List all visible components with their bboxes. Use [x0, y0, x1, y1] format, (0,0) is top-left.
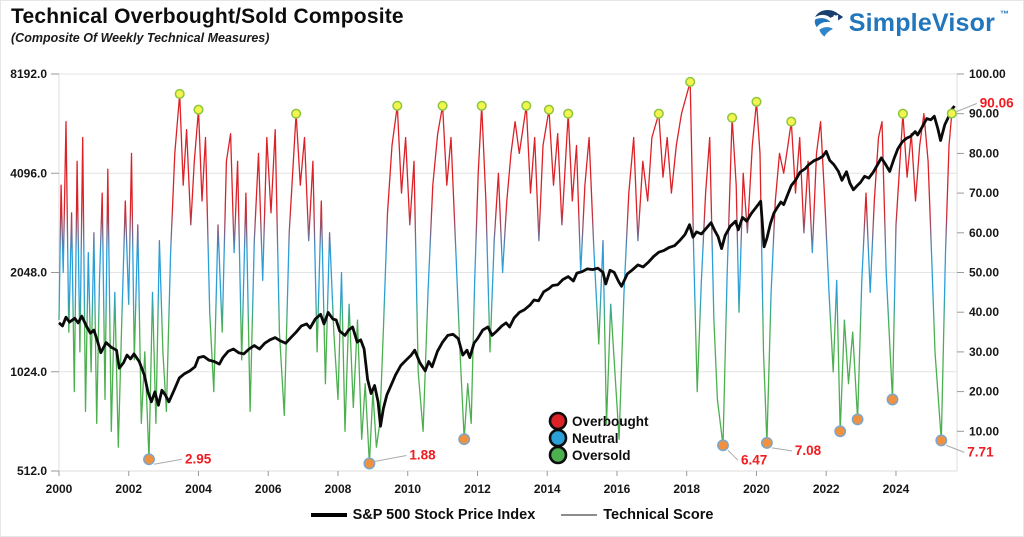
y-right-tick-label: 100.00 [969, 67, 1006, 81]
oversold-marker-dot [851, 413, 864, 426]
x-tick-label: 2014 [534, 482, 561, 496]
annotation-connector [727, 449, 739, 461]
sp500-legend-label: S&P 500 Stock Price Index [352, 507, 536, 523]
overbought-marker-dot [786, 116, 797, 127]
y-right-tick-label: 50.00 [969, 266, 999, 280]
annotation-connector [956, 103, 977, 112]
annotation-layer: 2.95 1.88 6.47 7.08 7.71 90.06 [153, 96, 1014, 467]
x-tick-label: 2008 [325, 482, 352, 496]
axis-layer: 8192.0 4096.0 2048.0 1024.0 512.0 100.00 90.00… [10, 67, 1006, 496]
y-right-tick-label: 30.00 [969, 345, 999, 359]
x-tick-label: 2020 [743, 482, 770, 496]
overbought-marker-dot [946, 108, 957, 119]
y-left-tick-label: 8192.0 [10, 67, 47, 81]
sp500-line-swatch [310, 513, 347, 517]
oversold-legend-label: Oversold [572, 448, 631, 463]
overbought-marker-dot [193, 104, 204, 115]
y-right-tick-label: 10.00 [969, 424, 999, 438]
brand-trademark: ™ [1000, 9, 1009, 19]
annotation-label: 6.47 [741, 452, 767, 467]
zone-legend: Overbought Neutral Oversold [548, 411, 649, 465]
overbought-marker-dot [653, 108, 664, 119]
annotation-connector [374, 455, 407, 462]
oversold-marker-dot [935, 434, 948, 447]
series-layer [58, 81, 956, 465]
y-right-tick-label: 40.00 [969, 305, 999, 319]
overbought-marker-dot [174, 88, 185, 99]
y-left-tick-label: 4096.0 [10, 166, 47, 180]
x-tick-label: 2010 [394, 482, 421, 496]
annotation-label: 7.08 [795, 443, 822, 458]
y-right-tick-label: 60.00 [969, 226, 999, 240]
annotation-label: 7.71 [967, 444, 994, 459]
overbought-legend-label: Overbought [572, 414, 649, 429]
grid-layer [58, 73, 958, 472]
overbought-marker-dot [521, 100, 532, 111]
overbought-marker-dot [751, 96, 762, 107]
y-left-tick-label: 2048.0 [10, 266, 47, 280]
marker-layer [143, 76, 957, 470]
x-tick-label: 2006 [255, 482, 282, 496]
annotation-connector [153, 458, 183, 465]
x-tick-label: 2018 [673, 482, 700, 496]
overbought-marker-dot [685, 76, 696, 87]
y-left-tick-label: 512.0 [17, 464, 47, 478]
overbought-marker-dot [727, 112, 738, 123]
oversold-marker-dot [834, 425, 847, 438]
annotation-connector [771, 447, 792, 452]
overbought-marker-dot [543, 104, 555, 115]
overbought-marker-dot [563, 108, 574, 119]
oversold-marker-dot [143, 453, 155, 466]
y-right-tick-label: 70.00 [969, 186, 999, 200]
overbought-marker-dot [476, 100, 487, 111]
sp500-line [58, 105, 956, 428]
overbought-marker-dot [392, 100, 403, 111]
bottom-legend: S&P 500 Stock Price Index Technical Scor… [1, 507, 1023, 523]
x-tick-label: 2022 [813, 482, 840, 496]
y-right-tick-label: 80.00 [969, 146, 999, 160]
technical-score-legend-item: Technical Score [561, 507, 713, 523]
sp500-legend-item: S&P 500 Stock Price Index [310, 507, 536, 523]
oversold-marker-dot [363, 457, 376, 470]
oversold-marker-dot [458, 433, 471, 446]
overbought-marker-dot [291, 108, 302, 119]
oversold-marker-dot [717, 439, 729, 452]
brand-name: SimpleVisor [848, 8, 995, 37]
neutral-legend-dot [548, 428, 568, 448]
x-tick-label: 2000 [46, 482, 73, 496]
technical-score-line [58, 81, 953, 465]
neutral-legend-label: Neutral [572, 431, 619, 446]
x-tick-label: 2004 [185, 482, 212, 496]
oversold-legend-dot [548, 445, 568, 465]
technical-score-line-swatch [561, 514, 598, 516]
x-tick-label: 2002 [115, 482, 142, 496]
y-right-tick-label: 90.00 [969, 107, 999, 121]
page-title: Technical Overbought/Sold Composite [11, 5, 404, 28]
oversold-marker-dot [760, 436, 773, 449]
x-tick-label: 2016 [604, 482, 631, 496]
annotation-connector [946, 444, 965, 453]
oversold-marker-dot [886, 393, 899, 406]
page-subtitle: (Composite Of Weekly Technical Measures) [11, 31, 270, 45]
x-tick-label: 2012 [464, 482, 491, 496]
x-tick-label: 2024 [883, 482, 910, 496]
annotation-label: 1.88 [409, 448, 436, 463]
brand-logo: SimpleVisor ™ [810, 6, 1009, 40]
overbought-legend-dot [548, 411, 568, 431]
overbought-marker-dot [897, 108, 908, 119]
overbought-marker-dot [437, 100, 448, 111]
y-left-tick-label: 1024.0 [10, 365, 47, 379]
technical-score-legend-label: Technical Score [603, 507, 714, 523]
annotation-label: 2.95 [185, 451, 212, 466]
annotation-label: 90.06 [980, 96, 1014, 111]
eagle-shield-icon [810, 6, 844, 40]
y-right-tick-label: 20.00 [969, 385, 999, 399]
